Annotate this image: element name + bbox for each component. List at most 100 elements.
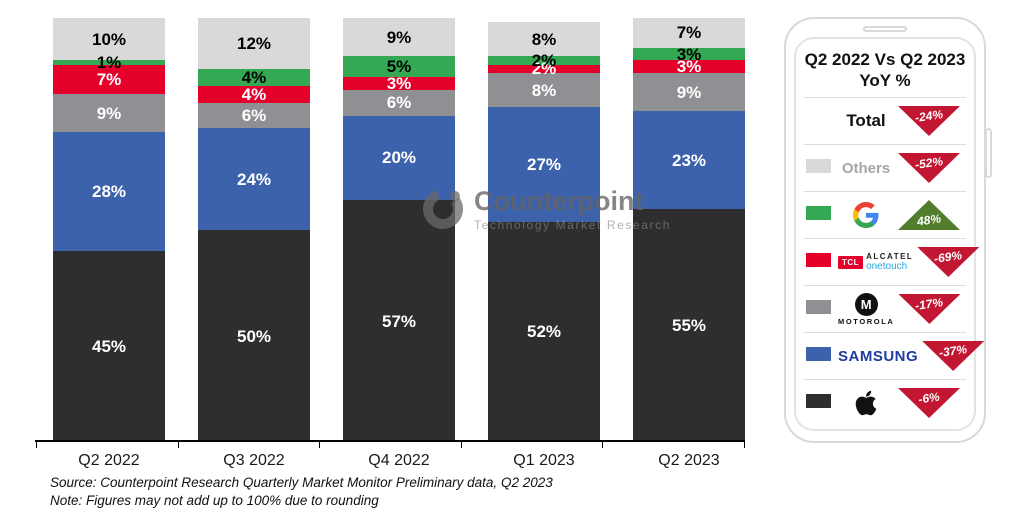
segment-value-label: 24% [236,169,272,189]
samsung-swatch [806,346,831,361]
segment-value-label: 27% [526,154,562,174]
tcl-swatch [806,252,831,267]
segment-value-label: 10% [91,29,127,49]
segment-value-label: 6% [241,106,267,126]
segment-value-label: 3% [386,74,412,94]
yoy-down-triangle-motorola: -17% [898,294,961,324]
google-swatch [806,205,831,220]
segment-samsung: 28% [53,132,165,252]
segment-value-label: 2% [531,59,557,79]
footer-notes: Source: Counterpoint Research Quarterly … [50,474,553,510]
legend-row-others: Others -52% [804,144,966,191]
segment-value-label: 8% [531,80,557,100]
segment-value-label: 1% [96,53,122,73]
bars-area: 45% 28% 9% 7% 1% 10% 50% 24% 6% 4% 4% 12% 57% 20% 6% 3%… [36,14,745,442]
segment-google: 4% [198,69,310,86]
segment-value-label: 12% [236,33,272,53]
samsung-logo-word: SAMSUNG [838,347,919,365]
yoy-down-triangle-others: -52% [898,153,960,183]
alcatel-word: ALCATEL [866,251,914,261]
segment-tcl-alcatel: 7% [53,64,165,95]
legend-screen: Q2 2022 Vs Q2 2023 YoY % Total -24% Othe… [794,37,985,431]
yoy-value-motorola: -17% [914,295,945,313]
segment-google: 2% [488,52,600,69]
x-axis-line [35,440,745,442]
segment-value-label: 9% [676,82,702,102]
segment-value-label: 2% [531,50,557,70]
segment-others: 9% [343,18,455,57]
segment-motorola: 6% [198,102,310,129]
others-swatch [806,158,831,173]
segment-tcl-alcatel: 2% [488,60,600,77]
tcl-logo-box: TCL [838,255,864,269]
segment-motorola: 6% [343,90,455,116]
segment-value-label: 4% [241,67,267,87]
x-axis-label: Q2 2022 [78,452,140,469]
yoy-down-triangle-samsung: -37% [922,341,985,371]
x-axis-label: Q1 2023 [513,452,575,469]
segment-samsung: 20% [343,115,455,201]
google-logo-icon [853,202,879,228]
segment-value-label: 6% [386,93,412,113]
onetouch-word: onetouch [866,260,908,272]
segment-value-label: 9% [96,103,122,123]
segment-apple: 52% [488,221,600,442]
counterpoint-watermark: Counterpoint Technology Market Research [420,186,671,232]
others-label: Others [841,159,891,177]
axis-tick [744,442,745,448]
legend-title: Q2 2022 Vs Q2 2023 YoY % [804,49,966,91]
x-axis-label: Q3 2022 [223,452,285,469]
legend-row-apple: -6% [804,379,966,426]
segment-samsung: 24% [198,128,310,230]
legend-row-google: 48% [804,191,966,238]
x-axis-label: Q2 2023 [658,452,720,469]
motorola-logo: M MOTOROLA [838,292,894,326]
yoy-down-triangle-tcl: -69% [917,247,980,277]
source-note: Source: Counterpoint Research Quarterly … [50,475,553,490]
bar-q2-2023: 55% 23% 9% 3% 3% 7% [633,18,745,442]
phone-side-button [985,128,992,178]
segment-google: 5% [343,56,455,78]
motorola-m-icon: M [854,292,878,316]
apple-swatch [806,393,831,408]
segment-value-label: 50% [236,326,272,346]
segment-samsung: 27% [488,107,600,222]
watermark-subtitle: Technology Market Research [474,218,672,232]
yoy-value-samsung: -37% [938,342,969,360]
legend-row-motorola: M MOTOROLA -17% [804,285,966,332]
x-axis-ticks [36,442,745,448]
legend-row-samsung: SAMSUNG -37% [804,332,985,379]
segment-value-label: 7% [676,23,702,43]
segment-motorola: 9% [53,94,165,133]
segment-google: 3% [633,46,745,63]
bar-q3-2022: 50% 24% 6% 4% 4% 12% [198,18,310,442]
yoy-up-triangle-google: 48% [898,200,960,230]
segment-samsung: 23% [633,111,745,209]
segment-value-label: 8% [531,29,557,49]
segment-motorola: 9% [633,73,745,112]
legend-title-line2: YoY % [859,71,911,90]
segment-value-label: 28% [91,182,127,202]
counterpoint-logo-icon [423,189,463,229]
axis-tick [36,442,37,448]
yoy-value-others: -52% [914,154,944,172]
segment-others: 12% [198,18,310,69]
x-axis-label: Q4 2022 [368,452,430,469]
segment-tcl-alcatel: 3% [633,58,745,75]
segment-value-label: 5% [386,57,412,77]
x-axis-labels: Q2 2022 Q3 2022 Q4 2022 Q1 2023 Q2 2023 [36,452,744,472]
axis-tick [460,442,462,448]
tcl-alcatel-logo: TCL ALCATEL onetouch [838,251,914,272]
yoy-value-google: 48% [916,211,942,229]
phone-speaker [863,26,907,32]
yoy-down-triangle-total: -24% [898,106,960,136]
segment-motorola: 8% [488,73,600,108]
segment-google: 1% [53,54,165,71]
apple-logo-icon [855,390,877,416]
segment-value-label: 9% [386,27,412,47]
motorola-swatch [806,299,831,314]
rounding-note: Note: Figures may not add up to 100% due… [50,493,379,508]
segment-value-label: 45% [91,337,127,357]
axis-tick [319,442,321,448]
